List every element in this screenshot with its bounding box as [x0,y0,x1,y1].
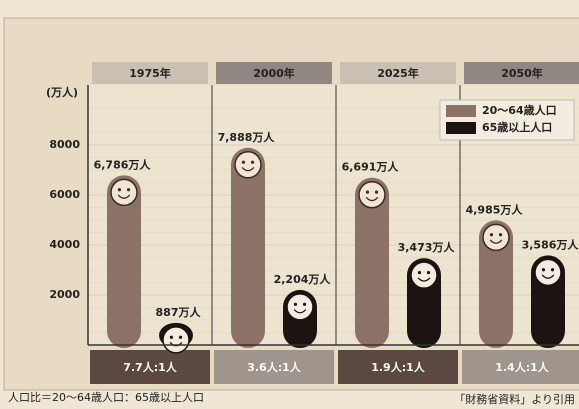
footnote: 人口比＝20〜64歳人口：65歳以上人口 [8,391,204,404]
value-label: 887万人 [156,305,202,319]
legend-label: 65歳以上人口 [482,120,552,134]
eye [499,233,502,236]
value-label: 7,888万人 [218,130,276,144]
chart: (万人) 人口比＝20〜64歳人口：65歳以上人口 「財務省資料」より引用 20… [0,0,579,409]
value-label: 6,691万人 [342,160,400,174]
page: {"chart_data": {"type": "bar", "y_label"… [0,0,579,409]
eye [366,191,369,194]
x-tick-label: 2050年 [501,66,543,80]
eye [242,161,245,164]
face [411,262,437,288]
face [535,259,561,285]
ratio-label: 7.7人:1人 [123,360,178,374]
legend-label: 20〜64歳人口 [482,103,557,117]
face [163,327,189,353]
eye [542,268,545,271]
eye [170,336,173,339]
legend-swatch [446,122,476,134]
eye [179,336,182,339]
y-tick-label: 2000 [49,288,80,301]
eye [303,303,306,306]
y-tick-label: 6000 [49,188,80,201]
source: 「財務省資料」より引用 [454,392,575,406]
legend-swatch [446,105,476,117]
eye [551,268,554,271]
value-label: 3,473万人 [398,240,456,254]
eye [118,188,121,191]
eye [375,191,378,194]
y-tick-label: 4000 [49,238,80,251]
value-label: 2,204万人 [274,272,332,286]
value-label: 3,586万人 [522,237,579,251]
x-tick-label: 2000年 [253,66,295,80]
x-tick-label: 2025年 [377,66,419,80]
value-label: 6,786万人 [94,157,152,171]
eye [418,271,421,274]
face [235,152,261,178]
eye [294,303,297,306]
face [359,182,385,208]
y-axis-label: (万人) [46,85,78,99]
value-label: 4,985万人 [466,202,524,216]
face [483,224,509,250]
face [111,179,137,205]
face [287,294,313,320]
ratio-label: 3.6人:1人 [247,360,302,374]
x-tick-label: 1975年 [129,66,171,80]
y-tick-label: 8000 [49,138,80,151]
ratio-label: 1.9人:1人 [371,360,426,374]
eye [427,271,430,274]
eye [490,233,493,236]
eye [127,188,130,191]
ratio-label: 1.4人:1人 [495,360,550,374]
eye [251,161,254,164]
